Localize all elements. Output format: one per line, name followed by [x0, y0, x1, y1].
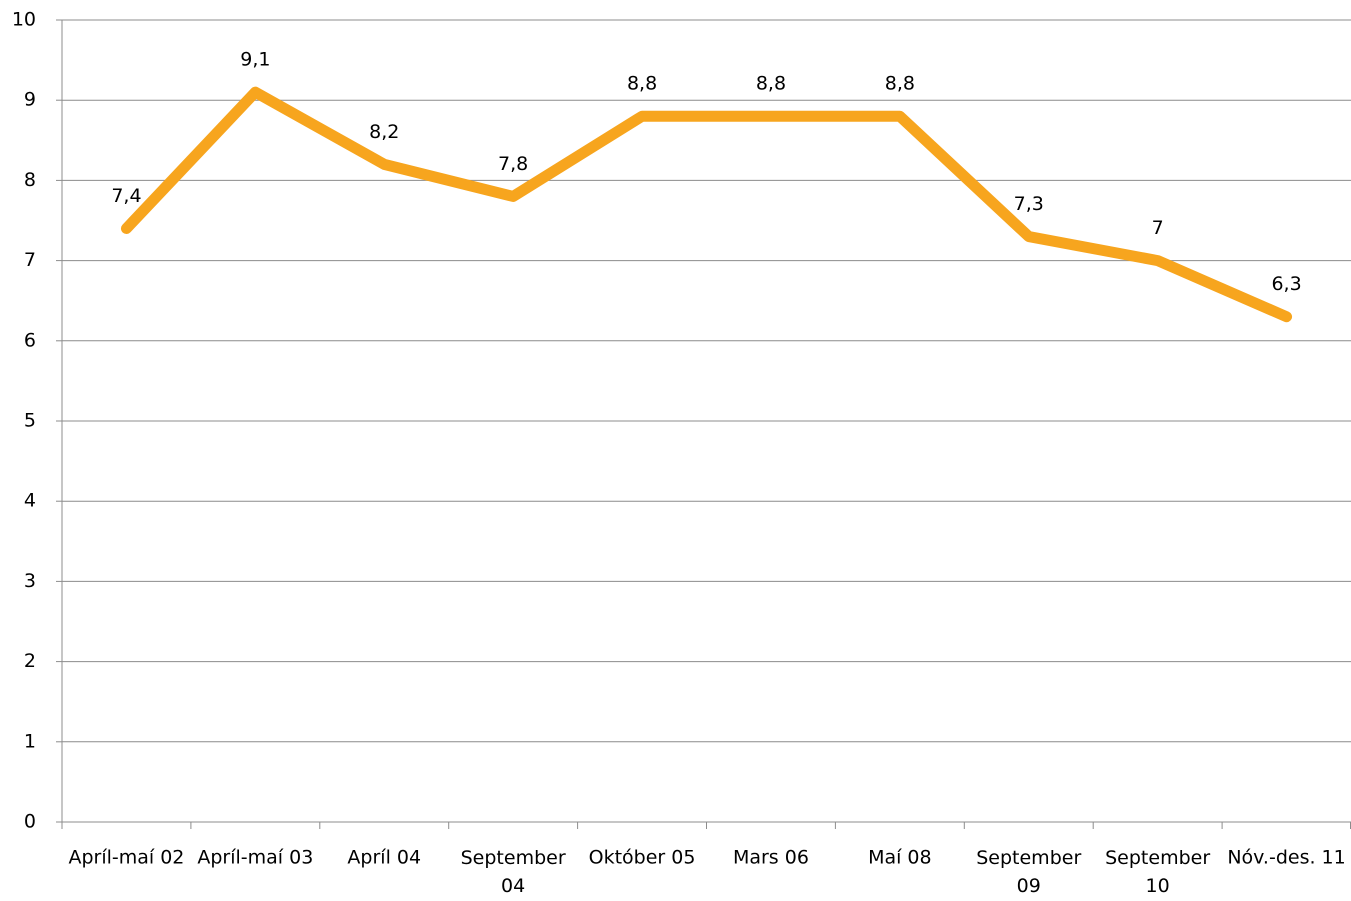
data-label: 7,3	[1014, 193, 1044, 215]
y-tick-label: 7	[24, 249, 36, 271]
x-tick-label: September 04	[461, 847, 566, 897]
y-tick-label: 10	[12, 9, 36, 31]
data-label: 8,8	[756, 73, 786, 95]
y-tick-label: 1	[24, 730, 36, 752]
data-label: 6,3	[1271, 273, 1301, 295]
data-label: 8,8	[627, 73, 657, 95]
x-tick-label: Nóv.-des. 11	[1227, 847, 1345, 869]
y-tick-label: 3	[24, 570, 36, 592]
data-label: 8,8	[885, 73, 915, 95]
x-tick-label: Apríl 04	[347, 847, 421, 869]
data-label: 7,4	[111, 185, 141, 207]
x-tick-label: Apríl-maí 02	[68, 847, 184, 869]
y-tick-label: 6	[24, 329, 36, 351]
y-tick-label: 9	[24, 89, 36, 111]
x-tick-label: Október 05	[589, 847, 696, 869]
data-label: 7,8	[498, 153, 528, 175]
line	[120, 86, 1293, 323]
data-label: 9,1	[240, 49, 270, 71]
y-tick-label: 0	[24, 811, 36, 833]
y-tick-label: 5	[24, 410, 36, 432]
y-tick-label: 8	[24, 169, 36, 191]
data-label: 8,2	[369, 121, 399, 143]
x-tick-label: September 10	[1105, 847, 1210, 897]
data-label: 7	[1152, 217, 1164, 239]
x-tick-label: Mars 06	[733, 847, 809, 869]
x-tick-label: Apríl-maí 03	[197, 847, 313, 869]
y-tick-label: 2	[24, 650, 36, 672]
x-tick-label: Maí 08	[868, 847, 932, 869]
y-tick-label: 4	[24, 490, 36, 512]
x-tick-label: September 09	[976, 847, 1081, 897]
